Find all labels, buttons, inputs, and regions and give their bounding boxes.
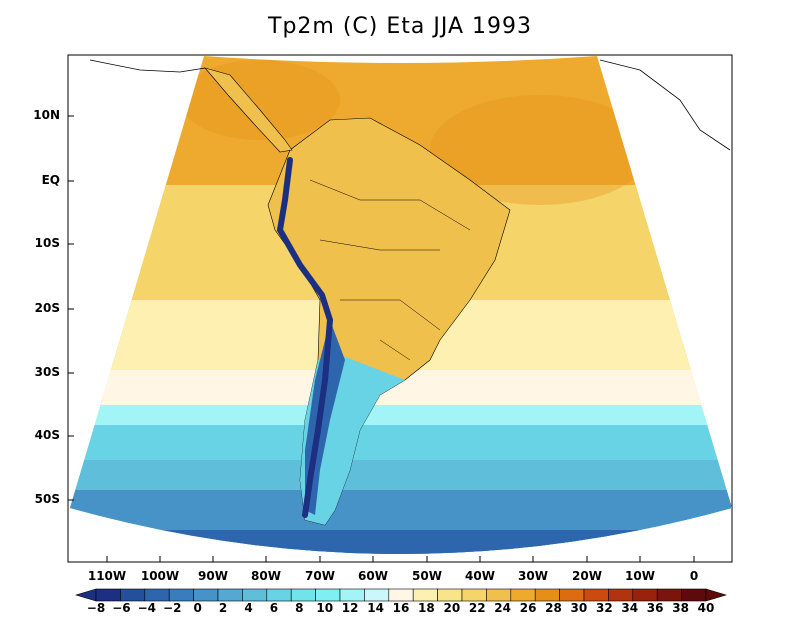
colorbar-tick-label: −8 xyxy=(86,601,106,615)
colorbar-swatch xyxy=(583,588,609,602)
colorbar-left-arrow xyxy=(74,588,97,602)
africa-coast xyxy=(599,59,731,151)
colorbar-swatch xyxy=(242,588,268,602)
colorbar-swatch xyxy=(266,588,292,602)
colorbar-tick-label: 20 xyxy=(443,601,461,615)
north-america-coast xyxy=(89,59,206,73)
x-tick-marks xyxy=(106,556,695,562)
colorbar-tick-label: 8 xyxy=(295,601,304,615)
colorbar-swatch xyxy=(632,588,658,602)
colorbar xyxy=(74,588,728,602)
map-title: Tp2m (C) Eta JJA 1993 xyxy=(268,14,532,39)
colorbar-swatch xyxy=(608,588,634,602)
colorbar-swatch xyxy=(95,588,121,602)
y-tick-marks xyxy=(68,115,74,501)
x-tick-label: 10W xyxy=(625,569,655,583)
colorbar-swatch xyxy=(437,588,463,602)
colorbar-swatch xyxy=(559,588,585,602)
colorbar-tick-label: 14 xyxy=(367,601,384,615)
colorbar-tick-label: 4 xyxy=(244,601,253,615)
y-tick-label: 10S xyxy=(34,236,60,250)
colorbar-tick-label: 40 xyxy=(697,601,715,615)
x-tick-label: 100W xyxy=(140,569,180,583)
x-tick-label: 20W xyxy=(572,569,602,583)
colorbar-tick-label: 2 xyxy=(218,601,228,615)
x-tick-label: 80W xyxy=(251,569,281,583)
y-tick-label: 50S xyxy=(34,492,60,506)
y-tick-label: 30S xyxy=(34,365,60,379)
colorbar-swatch xyxy=(534,588,560,602)
colorbar-tick-label: 6 xyxy=(269,601,279,615)
colorbar-swatch xyxy=(290,588,316,602)
colorbar-swatch xyxy=(168,588,194,602)
colorbar-swatch xyxy=(510,588,536,602)
colorbar-tick-label: 36 xyxy=(646,601,664,615)
andes-ridge xyxy=(276,157,334,518)
colorbar-tick-label: 10 xyxy=(316,601,334,615)
x-tick-label: 30W xyxy=(518,569,548,583)
colorbar-swatch xyxy=(193,588,219,602)
colorbar-tick-label: −6 xyxy=(112,601,131,615)
colorbar-swatch xyxy=(364,588,390,602)
x-tick-label: 40W xyxy=(465,569,495,583)
colorbar-tick-label: 18 xyxy=(418,601,435,615)
y-tick-label: 20S xyxy=(34,301,60,315)
colorbar-swatch xyxy=(339,588,365,602)
colorbar-tick-label: 12 xyxy=(341,601,359,615)
x-tick-label: 60W xyxy=(358,569,388,583)
y-tick-label: 40S xyxy=(34,428,60,442)
colorbar-swatch xyxy=(388,588,414,602)
colorbar-tick-label: 38 xyxy=(672,601,689,615)
x-tick-label: 0 xyxy=(689,569,699,583)
colorbar-swatch xyxy=(681,588,707,602)
colorbar-tick-label: 32 xyxy=(595,601,613,615)
x-tick-label: 50W xyxy=(412,569,442,583)
colorbar-tick-label: 22 xyxy=(468,601,486,615)
colorbar-tick-label: 26 xyxy=(519,601,537,615)
colorbar-tick-label: 24 xyxy=(494,601,511,615)
x-tick-label: 90W xyxy=(198,569,228,583)
colorbar-swatch xyxy=(461,588,487,602)
colorbar-right-arrow xyxy=(705,588,728,602)
colorbar-swatch xyxy=(656,588,682,602)
y-tick-label: EQ xyxy=(41,173,60,187)
colorbar-tick-label: 0 xyxy=(193,601,202,615)
x-tick-label: 70W xyxy=(305,569,335,583)
temperature-field xyxy=(70,56,732,554)
colorbar-swatch xyxy=(120,588,146,602)
colorbar-swatch xyxy=(412,588,438,602)
colorbar-tick-label: 30 xyxy=(570,601,588,615)
x-tick-label: 110W xyxy=(87,569,127,583)
y-tick-label: 10N xyxy=(33,108,60,122)
colorbar-tick-label: 34 xyxy=(621,601,639,615)
colorbar-swatch xyxy=(217,588,243,602)
colorbar-swatch xyxy=(486,588,512,602)
colorbar-tick-label: −2 xyxy=(163,601,182,615)
colorbar-tick-label: 16 xyxy=(392,601,410,615)
colorbar-tick-label: 28 xyxy=(545,601,562,615)
colorbar-swatch xyxy=(315,588,341,602)
colorbar-tick-label: −4 xyxy=(137,601,157,615)
central-america xyxy=(204,67,293,153)
colorbar-swatch xyxy=(144,588,170,602)
